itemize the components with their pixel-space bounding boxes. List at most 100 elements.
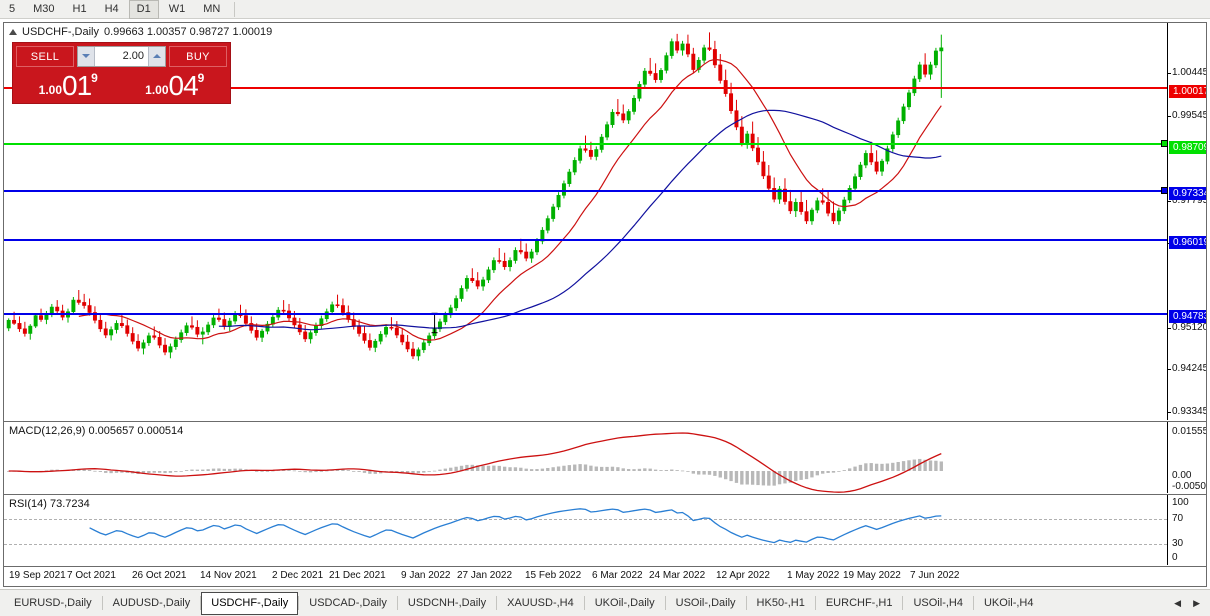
sell-price-display[interactable]: 1.00 01 9	[16, 69, 121, 100]
chart-tab-eurusddaily[interactable]: EURUSD-,Daily	[14, 596, 92, 609]
rsi-level-guide	[4, 544, 1167, 545]
resistance-line-red[interactable]	[4, 87, 1167, 89]
chart-tab-hk50h1[interactable]: HK50-,H1	[756, 596, 805, 609]
one-click-trade-panel[interactable]: SELL 2.00 BUY 1.00 01 9	[12, 42, 231, 104]
date-axis-label: 19 May 2022	[843, 570, 901, 581]
support-line-green-handle[interactable]	[1161, 140, 1168, 147]
chart-tab-strip[interactable]: EURUSD-,Daily AUDUSD-,Daily USDCHF-,Daily U…	[0, 589, 1210, 616]
price-chart-pane[interactable]: 1.004450.995450.977950.968950.951200.942…	[4, 23, 1206, 420]
tab-divider	[396, 596, 398, 610]
chart-tab-audusddaily[interactable]: AUDUSD-,Daily	[112, 596, 191, 609]
volume-input[interactable]: 2.00	[122, 50, 144, 62]
support-line-blue-3[interactable]	[4, 313, 1167, 315]
date-axis: 19 Sep 2021 7 Oct 2021 26 Oct 2021 14 Nov 2…	[4, 566, 1206, 586]
chart-tab-usdcaddaily[interactable]: USDCAD-,Daily	[309, 596, 387, 609]
level-badge[interactable]: 0.96019	[1169, 236, 1206, 249]
volume-decrement-button[interactable]	[78, 46, 95, 66]
chart-header: USDCHF-,Daily 0.99663 1.00357 0.98727 1.…	[9, 25, 272, 39]
date-axis-label: 24 Mar 2022	[649, 570, 706, 581]
rsi-axis-tick: 100	[1172, 497, 1189, 508]
rsi-axis-line	[1167, 495, 1168, 565]
toolbar-divider	[234, 1, 236, 17]
price-axis-tick: 0.94245	[1172, 363, 1206, 374]
timeframe-button-h4[interactable]: H4	[104, 2, 119, 15]
tab-next-icon[interactable]: ▶	[1193, 597, 1200, 608]
volume-increment-button[interactable]	[148, 46, 165, 66]
sell-price-big: 01	[62, 70, 92, 100]
level-badge[interactable]: 0.98709	[1169, 141, 1206, 154]
chart-tab-usoildaily[interactable]: USOil-,Daily	[675, 596, 736, 609]
date-axis-label: 19 Sep 2021	[9, 570, 66, 581]
level-badge[interactable]: 0.94783	[1169, 310, 1206, 323]
buy-price-prefix: 1.00	[145, 83, 169, 97]
chart-tab-ukoilh4[interactable]: UKOil-,H4	[983, 596, 1034, 609]
timeframe-button-m30[interactable]: M30	[33, 2, 55, 15]
rsi-caption: RSI(14) 73.7234	[9, 498, 90, 510]
date-axis-label: 9 Jan 2022	[401, 570, 451, 581]
up-triangle-icon	[9, 29, 17, 35]
tab-divider	[664, 596, 666, 610]
price-axis-tick: 1.00445	[1172, 67, 1206, 78]
timeframe-button-5[interactable]: 5	[9, 2, 16, 15]
rsi-indicator-pane[interactable]: RSI(14) 73.7234 100 70 30 0	[4, 494, 1206, 565]
timeframe-button-h1[interactable]: H1	[72, 2, 87, 15]
timeframe-button-mn[interactable]: MN	[203, 2, 221, 15]
macd-axis-tick: -0.005075	[1172, 481, 1206, 492]
macd-indicator-pane[interactable]: MACD(12,26,9) 0.005657 0.000514 0.01555 0…	[4, 421, 1206, 493]
buy-price-big: 04	[168, 70, 199, 100]
price-axis-tick: 0.99545	[1172, 110, 1206, 121]
chart-tab-xauusdh4[interactable]: XAUUSD-,H4	[507, 596, 574, 609]
chart-window[interactable]: 1.004450.995450.977950.968950.951200.942…	[3, 22, 1207, 587]
chart-symbol-label: USDCHF-,Daily	[22, 26, 99, 38]
bid-price-badge[interactable]: 1.00017	[1169, 85, 1206, 98]
support-line-green[interactable]	[4, 143, 1167, 145]
macd-plot	[7, 432, 943, 493]
rsi-axis-tick: 70	[1172, 513, 1184, 524]
date-axis-label: 27 Jan 2022	[457, 570, 513, 581]
sell-price-pip: 9	[91, 71, 98, 85]
support-line-blue-1[interactable]	[4, 190, 1167, 192]
date-axis-label: 12 Apr 2022	[716, 570, 770, 581]
trade-panel-prices: 1.00 01 9 1.00 04 9	[13, 69, 230, 103]
date-axis-label: 26 Oct 2021	[132, 570, 187, 581]
tab-divider	[814, 596, 816, 610]
rsi-plot	[89, 508, 942, 544]
price-axis-tick: 0.97795	[1172, 195, 1206, 206]
tab-divider	[902, 596, 904, 610]
tab-prev-icon[interactable]: ◀	[1174, 597, 1182, 608]
tab-divider	[200, 596, 202, 610]
price-axis-tick: 0.95120	[1172, 322, 1206, 333]
buy-price-display[interactable]: 1.00 04 9	[123, 69, 228, 100]
chart-tab-ukoildaily[interactable]: UKOil-,Daily	[594, 596, 655, 609]
macd-axis-tick: 0.00	[1172, 470, 1192, 481]
tab-divider	[972, 596, 974, 610]
rsi-axis-tick: 30	[1172, 538, 1184, 549]
chart-tab-usdcnhdaily[interactable]: USDCNH-,Daily	[407, 596, 487, 609]
macd-axis-tick: 0.01555	[1172, 426, 1206, 437]
date-axis-label: 2 Dec 2021	[272, 570, 324, 581]
tab-divider	[583, 596, 585, 610]
tab-divider	[101, 596, 103, 610]
chart-tab-usoilh4[interactable]: USOil-,H4	[913, 596, 963, 609]
timeframe-button-w1[interactable]: W1	[168, 2, 186, 15]
price-axis-tick: 0.93345	[1172, 406, 1206, 417]
chart-tab-usdchfdaily[interactable]: USDCHF-,Daily	[201, 591, 299, 615]
macd-caption: MACD(12,26,9) 0.005657 0.000514	[9, 425, 184, 437]
price-axis-line	[1167, 23, 1168, 420]
tab-divider	[496, 596, 498, 610]
timeframe-button-d1[interactable]: D1	[128, 0, 159, 19]
date-axis-label: 6 Mar 2022	[592, 570, 643, 581]
support-line-blue-2[interactable]	[4, 239, 1167, 241]
date-axis-label: 21 Dec 2021	[329, 570, 386, 581]
date-axis-label: 7 Oct 2021	[67, 570, 116, 581]
sell-button[interactable]: SELL	[16, 45, 74, 67]
trade-panel-top-row: SELL 2.00 BUY	[13, 43, 230, 69]
tab-navigation[interactable]: ◀ ▶	[1174, 598, 1210, 609]
chart-tab-eurchfh1[interactable]: EURCHF-,H1	[825, 596, 893, 609]
volume-stepper[interactable]: 2.00	[77, 45, 166, 67]
support-line-blue-1-handle[interactable]	[1161, 187, 1168, 194]
level-badge[interactable]: 0.97334	[1169, 187, 1206, 200]
buy-button[interactable]: BUY	[169, 45, 227, 67]
price-tick-mark	[1167, 73, 1171, 74]
price-tick-mark	[1167, 412, 1171, 413]
